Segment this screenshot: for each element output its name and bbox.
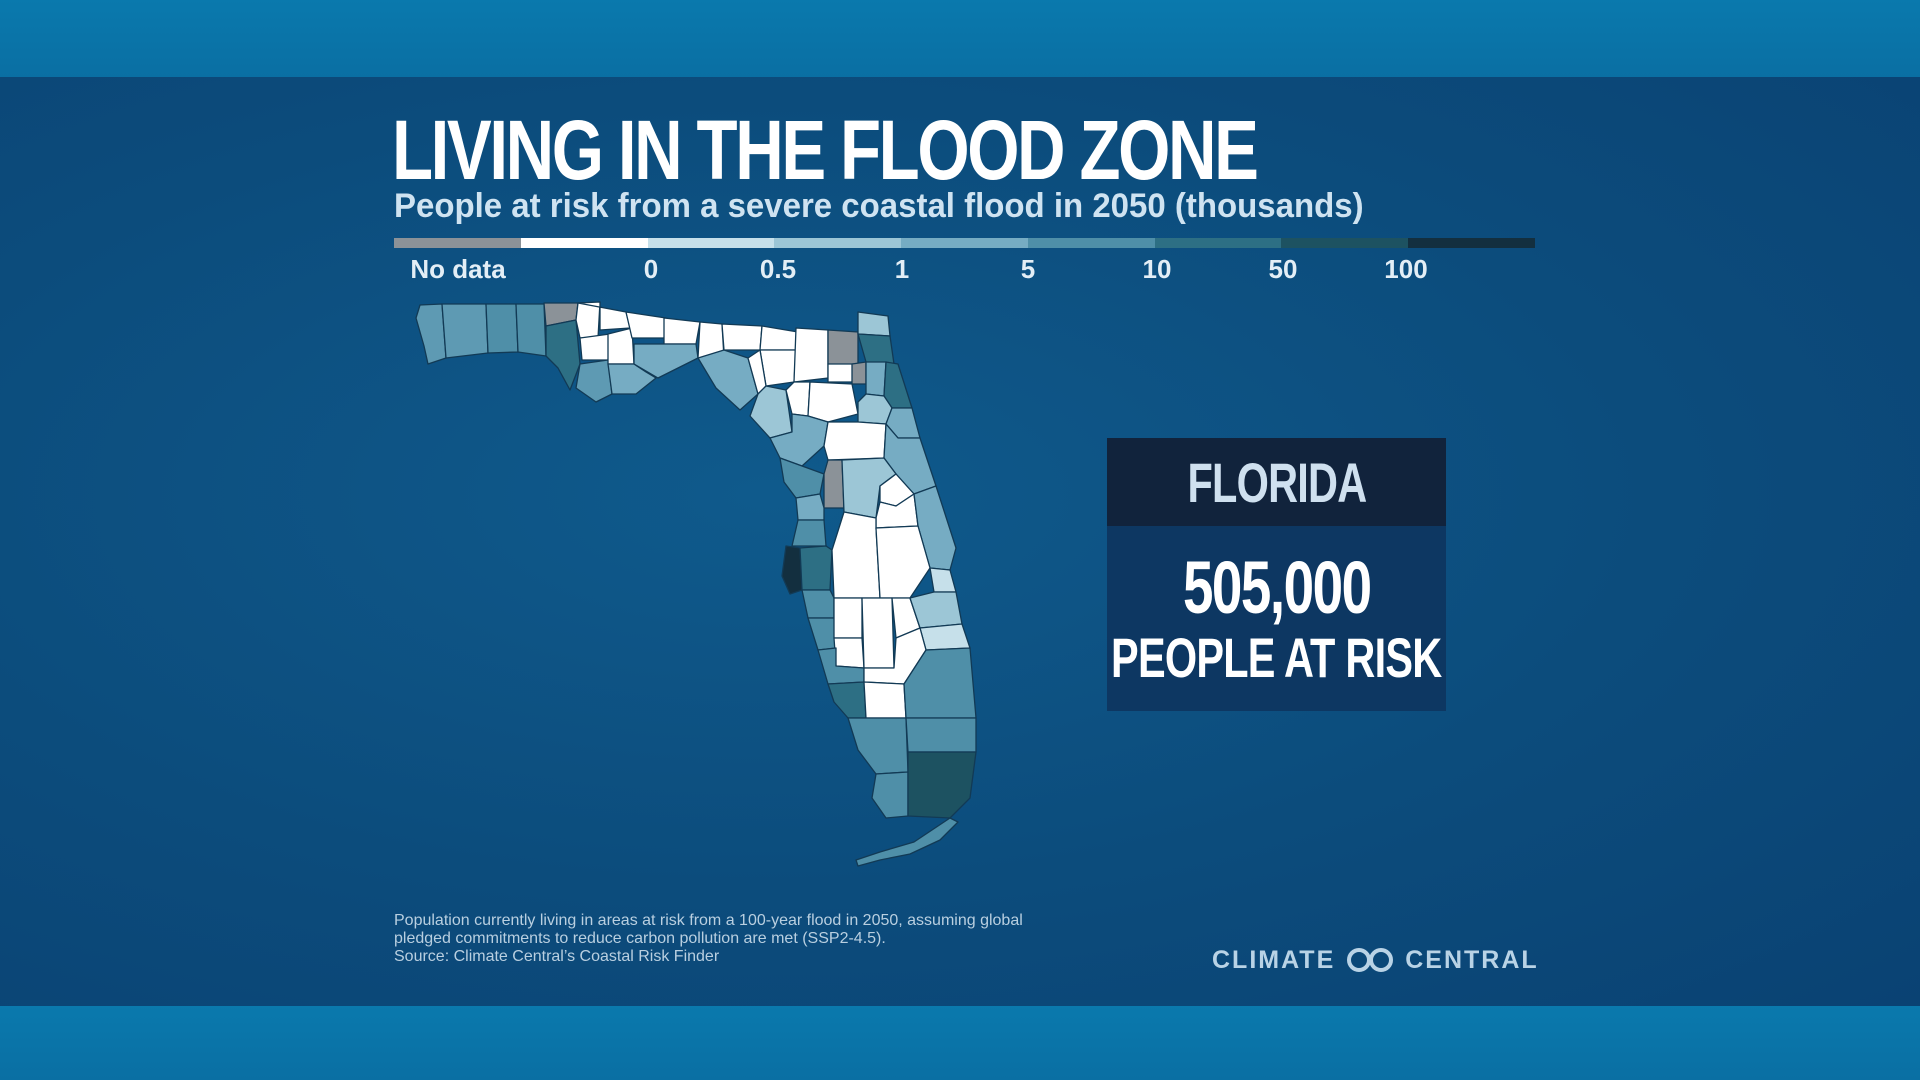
bottom-band [0,1006,1920,1080]
county-walton [515,303,547,357]
legend-swatch-50 [1154,238,1282,248]
county-nassau [857,311,891,337]
county-bay [545,319,581,391]
county-gadsden [625,311,667,339]
page-subtitle: People at risk from a severe coastal flo… [394,187,1364,225]
legend-swatch-5 [901,238,1028,248]
county-jackson [577,301,631,331]
county-sarasota [807,617,837,651]
county-franklin [607,363,657,395]
people-at-risk-count: 505,000 [1182,545,1372,629]
county-broward [905,717,977,753]
legend-label: 50 [1268,254,1298,284]
legend-labels: No data 0 0.5 1 5 10 50 100 [394,254,1535,288]
county-santa-rosa [441,303,489,359]
florida-keys [855,817,959,867]
top-band [0,0,1920,77]
logo-word-right: CENTRAL [1405,945,1539,974]
main-panel [0,77,1920,1006]
county-clay [865,361,887,397]
county-osceola [875,525,931,599]
county-highlands [861,597,895,669]
county-collier [847,717,909,775]
legend-swatch-100 [1281,238,1409,248]
county-hillsborough [799,545,833,591]
footnote: Population currently living in areas at … [394,912,1094,966]
legend-label: 0.5 [759,254,797,284]
county-marion [823,421,887,461]
county-pinellas [781,545,803,595]
state-name: FLORIDA [1187,450,1367,514]
county-liberty [607,327,635,365]
county-hernando [795,493,825,521]
legend-label: 100 [1384,254,1428,284]
county-monroe-mainland [871,771,909,819]
county-duval [857,333,895,365]
footnote-line: Population currently living in areas at … [394,912,1023,929]
county-calhoun [579,333,611,361]
climate-central-logo: CLIMATE CENTRAL [1212,944,1539,976]
county-lee [827,681,867,719]
legend-label: 1 [894,254,910,284]
county-wakulla [633,343,699,379]
legend-swatch-10 [1027,238,1155,248]
county-st-lucie [909,591,963,629]
legend-label: 5 [1020,254,1036,284]
county-bradford [851,361,867,385]
county-martin [919,623,971,651]
county-baker [827,329,859,367]
county-sumter [823,459,845,509]
florida-county-map [415,301,977,867]
county-alachua [807,381,859,423]
state-summary-header: FLORIDA [1107,438,1446,526]
state-summary-box: FLORIDA 505,000 PEOPLE AT RISK [1107,438,1446,711]
legend-swatch-1 [774,238,902,248]
people-at-risk-label: PEOPLE AT RISK [1111,625,1442,689]
legend-color-bar [394,238,1536,248]
footnote-source: Source: Climate Central’s Coastal Risk F… [394,948,720,965]
county-leon [663,317,701,345]
county-manatee [801,589,835,619]
county-madison [721,323,763,351]
legend-label: 10 [1142,254,1172,284]
county-miami-dade [907,751,977,819]
state-summary-body: 505,000 PEOPLE AT RISK [1107,526,1446,711]
legend-swatch-0-5 [647,238,775,248]
county-st-johns [883,361,913,409]
page-title: LIVING IN THE FLOOD ZONE [392,103,1259,197]
legend-swatch-0 [520,238,648,248]
logo-word-left: CLIMATE [1212,945,1336,974]
legend-swatch-max [1408,238,1536,248]
county-union [827,363,855,383]
county-palm-beach [903,647,977,719]
county-hardee [833,597,863,639]
county-okaloosa [485,303,519,354]
county-pasco [791,519,827,547]
county-hendry [863,681,907,719]
legend-label: 0 [643,254,659,284]
county-columbia [793,327,829,383]
county-polk [831,511,881,599]
legend-swatch-no-data [394,238,521,248]
footnote-line: pledged commitments to reduce carbon pol… [394,930,886,947]
county-gulf [575,359,613,403]
county-hamilton [759,325,799,351]
infinity-icon [1347,948,1394,972]
county-escambia [415,303,447,365]
county-desoto [833,637,865,669]
county-washington [575,301,601,339]
legend-label: No data [410,254,506,284]
county-indian-river [929,567,957,593]
